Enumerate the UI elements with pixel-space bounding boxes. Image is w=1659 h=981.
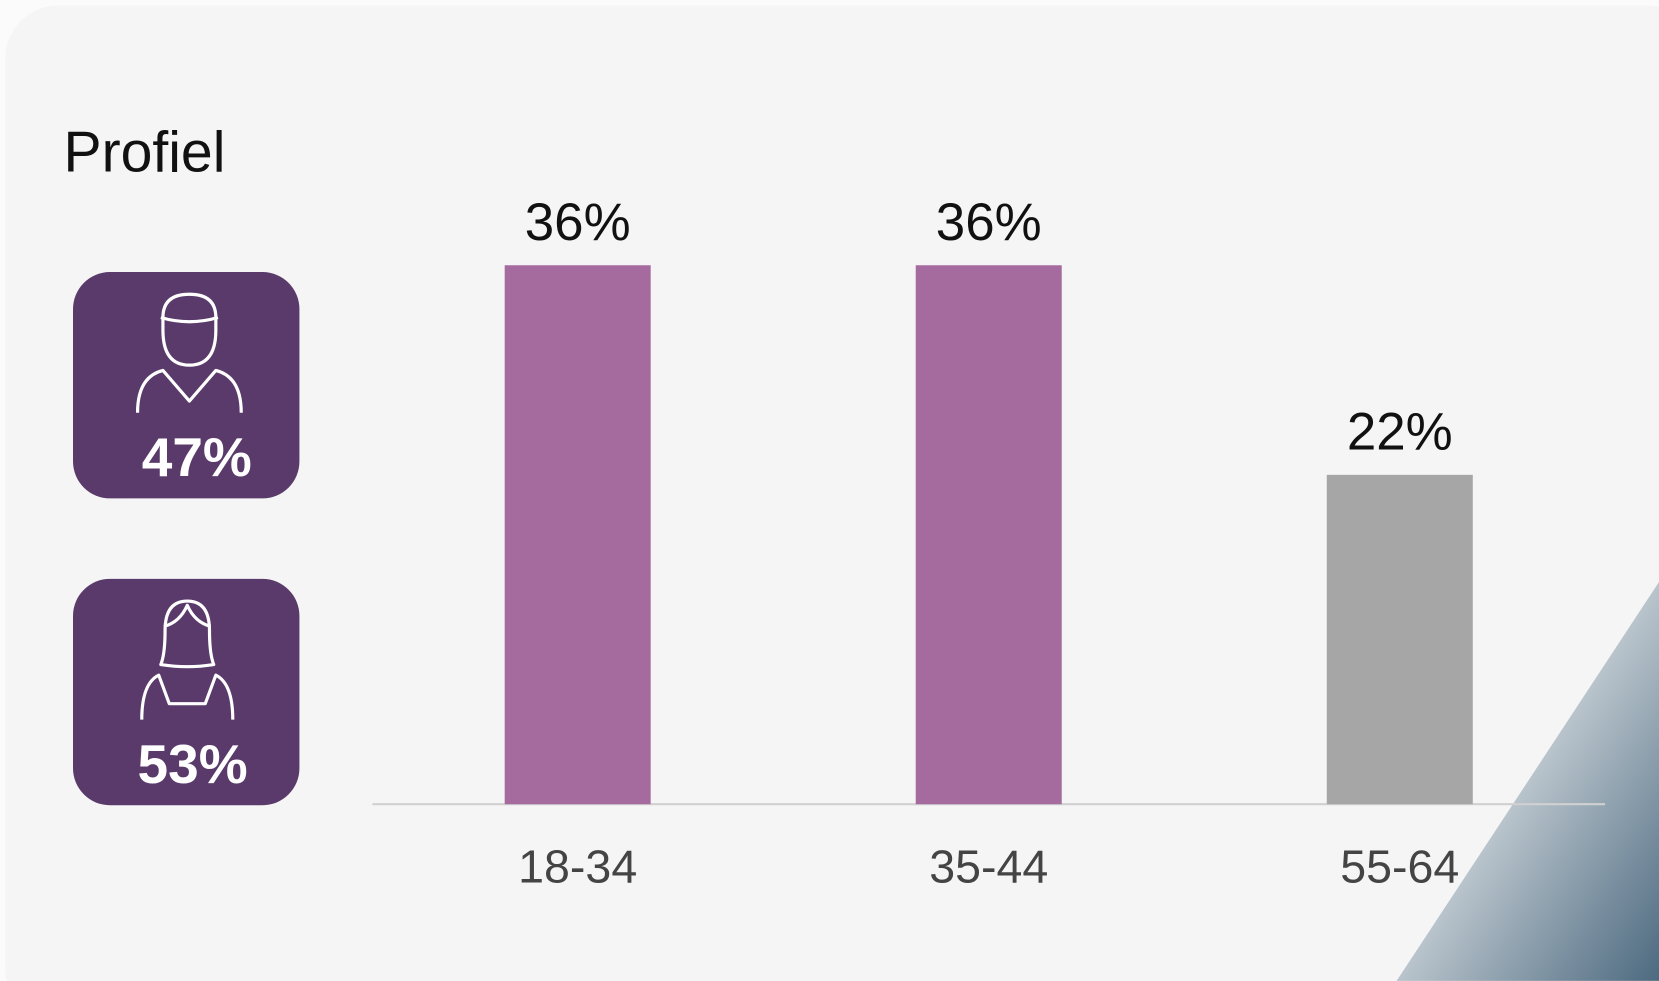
male-box (73, 272, 300, 499)
bar (1326, 474, 1473, 805)
female-share: 53% (138, 733, 248, 795)
x-tick-label: 18-34 (518, 841, 637, 893)
value-label: 36% (936, 193, 1042, 252)
x-tick-label: 35-44 (929, 841, 1048, 893)
background-image (1396, 582, 1659, 981)
female-icon (140, 599, 235, 720)
card-title: Profiel (63, 121, 225, 185)
female-box (73, 578, 300, 806)
card-background (5, 5, 1659, 981)
value-label: 36% (525, 193, 631, 252)
male-icon (135, 292, 243, 413)
bar (504, 265, 651, 805)
x-tick-label: 55-64 (1340, 841, 1459, 893)
bar (915, 265, 1062, 805)
male-share: 47% (142, 426, 252, 488)
value-label: 22% (1347, 402, 1453, 461)
